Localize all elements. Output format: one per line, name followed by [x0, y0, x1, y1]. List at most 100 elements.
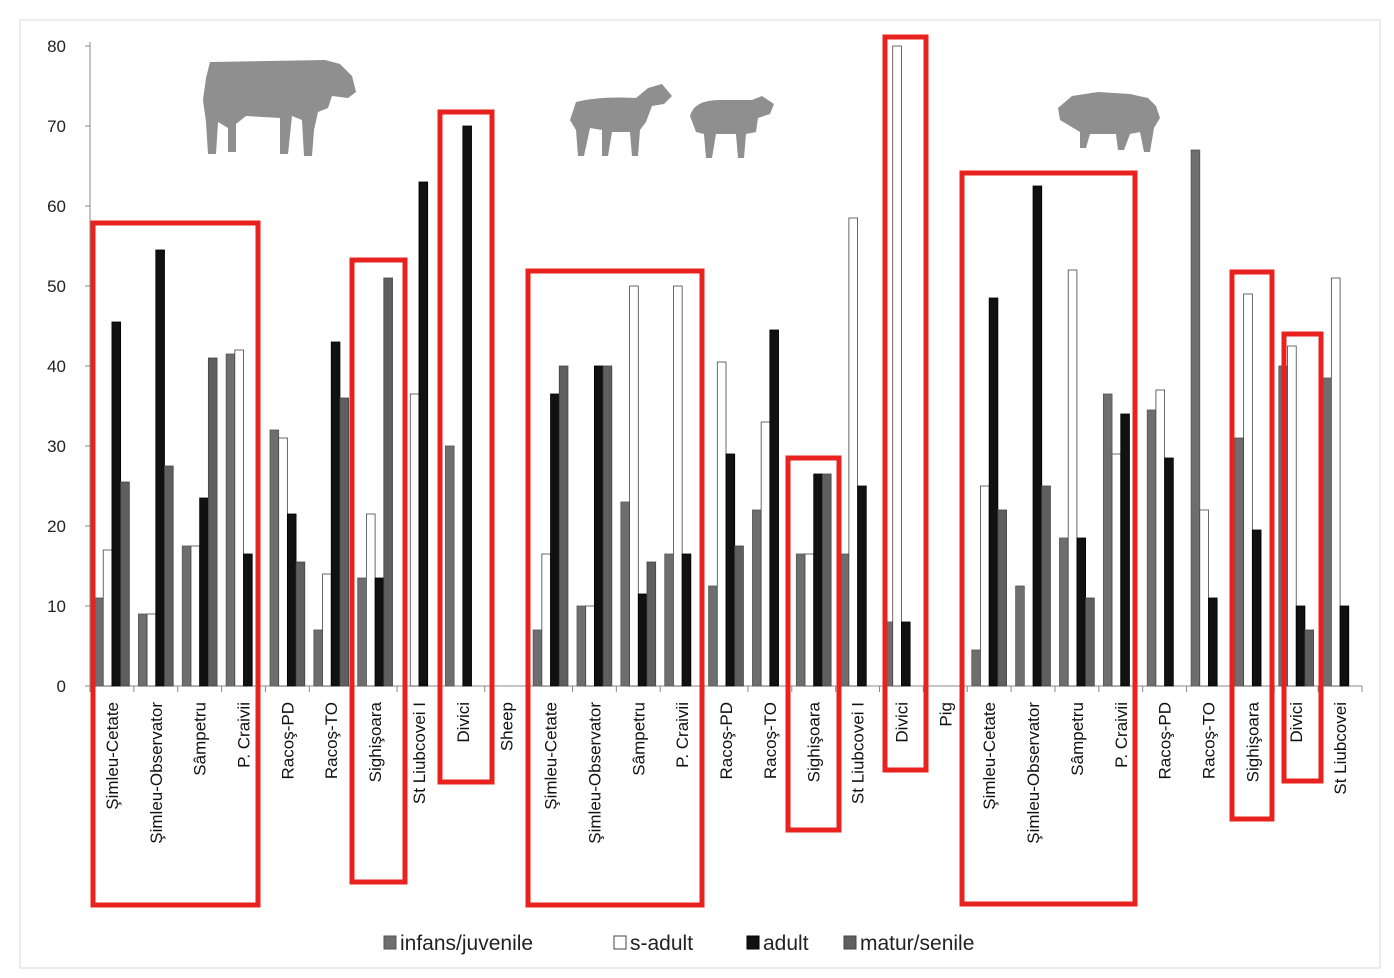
bar-matur-senile	[120, 481, 130, 687]
bar-adult	[1208, 597, 1218, 687]
bar-adult	[1251, 529, 1262, 687]
bar-infans-juvenile	[1190, 149, 1201, 687]
bar-adult	[286, 513, 297, 687]
bar-adult	[418, 181, 429, 687]
bar-infans-juvenile	[752, 509, 762, 687]
category-label: Şimleu-Cetate	[103, 702, 122, 810]
category-label: Şimleu-Observator	[585, 702, 604, 844]
bar-matur-senile	[646, 561, 657, 687]
category-label: P. Craivii	[673, 702, 692, 768]
bar-s-adult	[892, 45, 902, 687]
bar-matur-senile	[339, 397, 350, 687]
bar-matur-senile	[1085, 597, 1095, 687]
y-tick-label: 40	[47, 357, 66, 376]
bar-s-adult	[1155, 389, 1166, 687]
highlight-box	[882, 34, 929, 773]
bar-adult	[1076, 537, 1087, 687]
y-tick-label: 80	[47, 37, 66, 56]
bar-adult	[813, 473, 823, 687]
bar-adult	[155, 249, 165, 687]
y-tick-label: 60	[47, 197, 66, 216]
category-label: Sâmpetru	[629, 702, 648, 776]
bar-matur-senile	[734, 545, 744, 687]
bar-adult	[901, 621, 911, 687]
highlight-box	[525, 268, 705, 908]
bar-infans-juvenile	[1234, 437, 1245, 687]
highlight-box	[785, 455, 842, 833]
bar-s-adult	[146, 613, 157, 687]
y-tick-label: 70	[47, 117, 66, 136]
legend-swatch	[746, 935, 760, 950]
bar-adult	[681, 553, 692, 687]
highlight-box	[437, 109, 495, 785]
bar-infans-juvenile	[445, 445, 455, 687]
bar-adult	[199, 497, 209, 687]
bar-infans-juvenile	[269, 429, 280, 687]
bar-infans-juvenile	[137, 613, 148, 687]
category-label: P. Craivii	[1112, 702, 1131, 768]
bar-adult	[769, 329, 779, 687]
bar-s-adult	[629, 285, 639, 687]
highlight-box	[1281, 331, 1324, 784]
bar-infans-juvenile	[576, 605, 587, 687]
legend-label: s-adult	[630, 932, 693, 955]
highlight-box	[959, 170, 1138, 907]
legend-label: matur/senile	[860, 932, 974, 955]
category-label: Şimleu-Cetate	[980, 702, 999, 810]
y-tick-label: 20	[47, 517, 66, 536]
bar-s-adult	[1199, 509, 1209, 687]
highlight-boxes	[90, 34, 1324, 908]
bar-adult	[374, 577, 385, 687]
bar-adult	[988, 297, 999, 687]
bar-infans-juvenile	[1146, 409, 1157, 687]
sheep-silhouette	[690, 96, 774, 158]
category-label: Sighişoara	[1243, 701, 1262, 782]
bar-adult	[725, 453, 736, 687]
cattle-silhouette	[203, 60, 356, 156]
bar-adult	[1120, 413, 1130, 687]
bar-adult	[1295, 605, 1306, 687]
highlight-box	[90, 220, 261, 908]
bar-matur-senile	[822, 473, 832, 687]
legend-swatch	[843, 935, 857, 950]
bar-matur-senile	[602, 365, 613, 687]
bar-infans-juvenile	[1102, 393, 1113, 687]
bar-infans-juvenile	[532, 629, 543, 687]
bar-adult	[1032, 185, 1043, 687]
y-tick-label: 10	[47, 597, 66, 616]
category-label: Sheep	[498, 702, 517, 751]
bar-s-adult	[1067, 269, 1078, 687]
bar-adult	[111, 321, 122, 687]
y-tick-label: 0	[57, 677, 66, 696]
bar-adult	[550, 393, 560, 687]
legend-label: adult	[763, 932, 809, 955]
bar-adult	[462, 125, 472, 687]
category-label: St Liubcovei I	[410, 702, 429, 804]
bar-s-adult	[1330, 277, 1341, 687]
bar-infans-juvenile	[313, 629, 323, 687]
bar-s-adult	[673, 285, 683, 687]
bar-s-adult	[585, 605, 595, 687]
bar-infans-juvenile	[181, 545, 192, 687]
bar-s-adult	[848, 217, 858, 687]
highlight-box	[349, 257, 408, 885]
category-label: Şimleu-Observator	[147, 702, 166, 844]
bar-s-adult	[1243, 293, 1253, 687]
bars-group	[94, 45, 1350, 687]
bar-infans-juvenile	[357, 577, 367, 687]
bar-s-adult	[716, 361, 727, 687]
category-label: Sâmpetru	[1068, 702, 1087, 776]
bar-matur-senile	[1041, 485, 1051, 687]
bar-matur-senile	[164, 465, 174, 687]
category-label: Racoş-TO	[322, 702, 341, 779]
y-tick-label: 50	[47, 277, 66, 296]
bar-s-adult	[190, 545, 201, 687]
bar-matur-senile	[295, 561, 306, 687]
bar-infans-juvenile	[1059, 537, 1069, 687]
bar-infans-juvenile	[225, 353, 236, 687]
bar-infans-juvenile	[620, 501, 630, 687]
bar-adult	[1339, 605, 1350, 687]
category-label: St Liubcovei I	[849, 702, 868, 804]
category-label: Sighişoara	[366, 701, 385, 782]
bar-infans-juvenile	[1015, 585, 1025, 687]
